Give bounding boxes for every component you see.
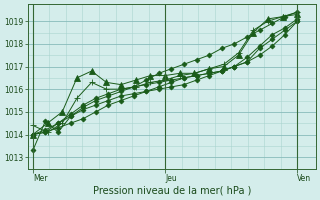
- X-axis label: Pression niveau de la mer( hPa ): Pression niveau de la mer( hPa ): [92, 186, 251, 196]
